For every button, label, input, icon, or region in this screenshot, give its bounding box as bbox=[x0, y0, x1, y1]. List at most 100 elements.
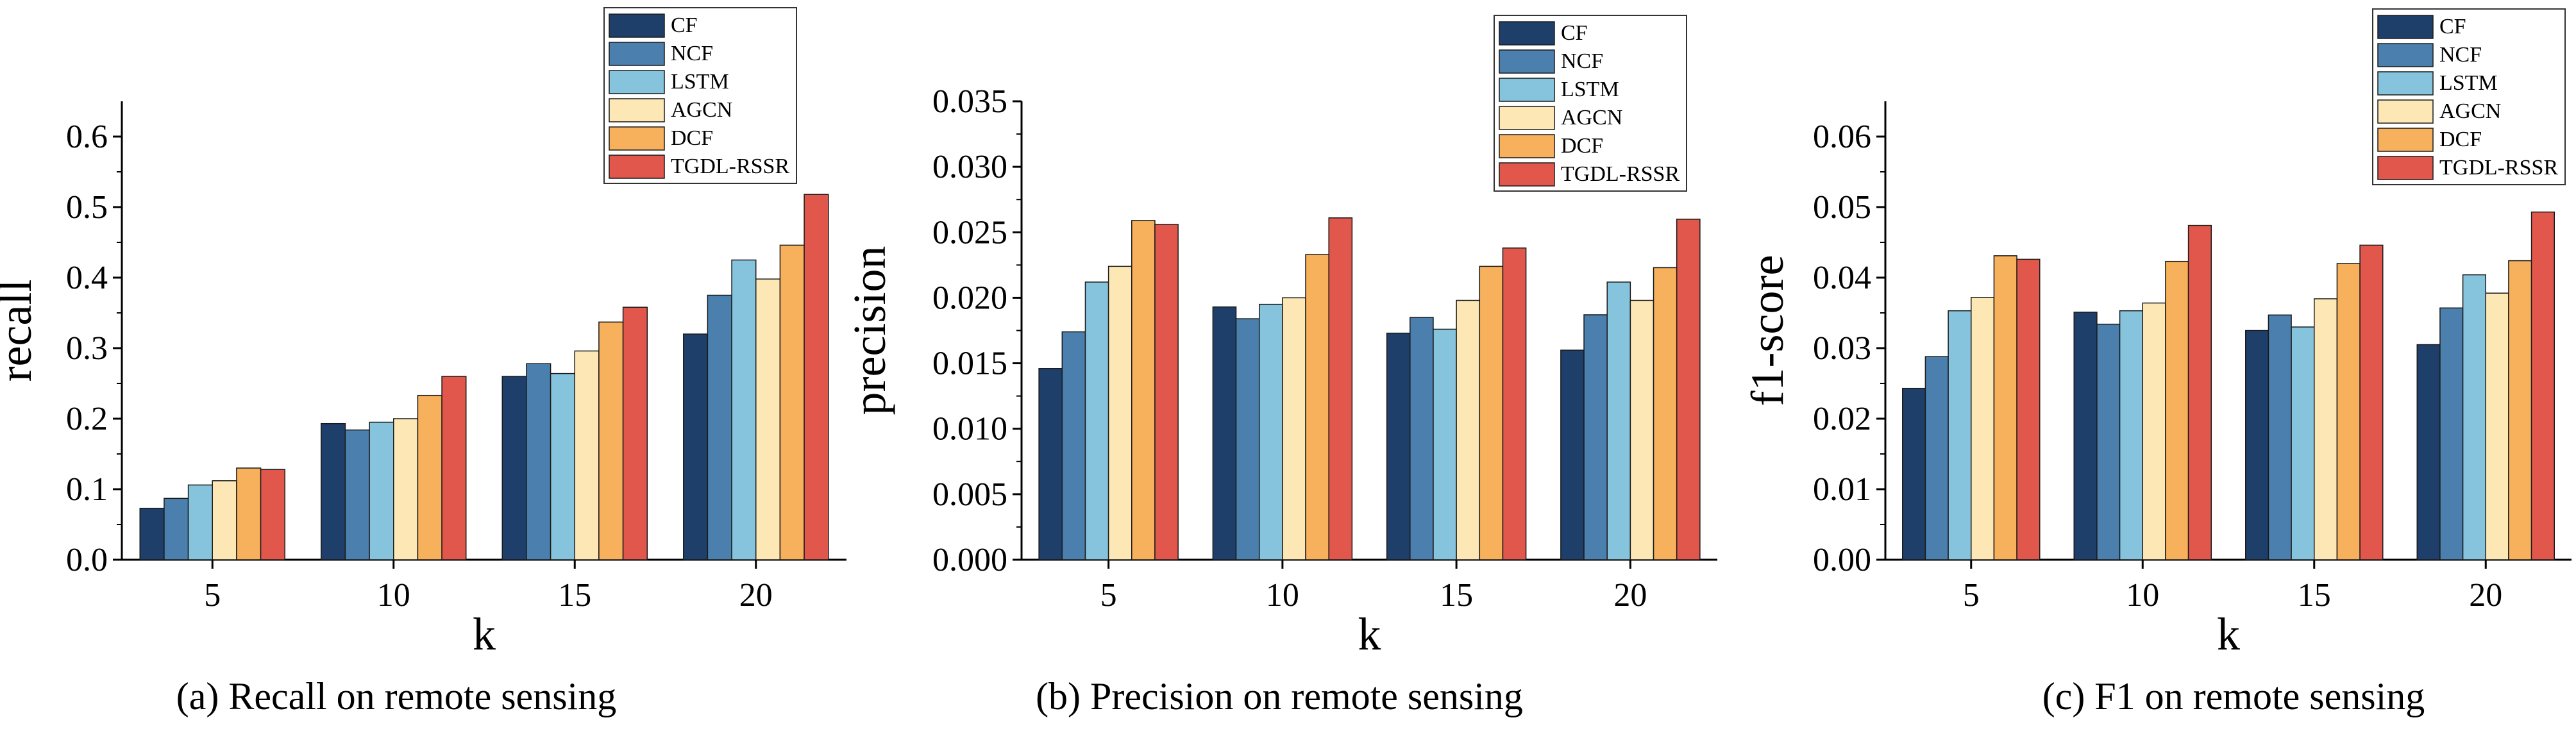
bar-tgdl-rssr-k20 bbox=[804, 194, 829, 560]
legend-swatch-dcf bbox=[609, 126, 665, 151]
panel-caption: (a) Recall on remote sensing bbox=[176, 675, 616, 717]
panel-caption: (c) F1 on remote sensing bbox=[2042, 675, 2425, 717]
bar-agcn-k10 bbox=[393, 418, 419, 560]
x-tick-label: 20 bbox=[1613, 577, 1647, 614]
bar-lstm-k15 bbox=[550, 373, 575, 560]
y-tick-label: 0.015 bbox=[932, 346, 1007, 382]
legend-label: CF bbox=[2439, 15, 2466, 38]
legend-swatch-ncf bbox=[2377, 43, 2434, 67]
panel-recall: 0.0 0.1 0.2 0.3 0.4 0.5 0.6 5 10 15 20 k recall (a) R… bbox=[0, 7, 846, 717]
y-tick-label: 0.1 bbox=[66, 471, 108, 508]
y-tick-label: 0.6 bbox=[66, 119, 108, 155]
bar-ncf-k15 bbox=[1410, 317, 1434, 560]
bar-tgdl-rssr-k20 bbox=[1676, 219, 1701, 560]
bar-ncf-k5 bbox=[1924, 356, 1949, 560]
y-axis-title: f1-score bbox=[1742, 255, 1793, 406]
bar-lstm-k15 bbox=[2291, 326, 2315, 560]
legend-label: TGDL-RSSR bbox=[2439, 156, 2558, 180]
bar-cf-k15 bbox=[2245, 330, 2269, 560]
legend-label: TGDL-RSSR bbox=[671, 155, 789, 178]
bar-agcn-k5 bbox=[212, 480, 237, 560]
y-tick-label: 0.020 bbox=[932, 280, 1007, 316]
bar-cf-k20 bbox=[683, 333, 709, 560]
x-tick-label: 15 bbox=[2298, 577, 2331, 614]
x-tick-label: 10 bbox=[2126, 577, 2159, 614]
bar-ncf-k10 bbox=[344, 429, 370, 560]
y-tick-label: 0.3 bbox=[66, 330, 108, 367]
legend-swatch-cf bbox=[1499, 21, 1555, 46]
legend-label: NCF bbox=[2439, 43, 2482, 67]
bar-dcf-k15 bbox=[2336, 263, 2361, 560]
bar-lstm-k10 bbox=[2119, 310, 2143, 560]
bar-dcf-k5 bbox=[236, 467, 262, 560]
panel-precision: 0.000 0.005 0.010 0.015 0.020 0.025 0.030 0.035… bbox=[844, 15, 1717, 717]
legend-swatch-agcn bbox=[1499, 106, 1555, 130]
legend-swatch-tgdl-rssr bbox=[1499, 162, 1555, 187]
x-axis-title: k bbox=[2217, 608, 2240, 660]
bar-ncf-k15 bbox=[526, 363, 551, 560]
legend: CF NCF LSTM AGCN DCF TGDL-RSSR bbox=[1494, 15, 1687, 192]
legend-label: LSTM bbox=[671, 70, 729, 94]
legend-label: AGCN bbox=[1561, 106, 1622, 130]
legend-label: CF bbox=[1561, 21, 1588, 45]
bar-ncf-k20 bbox=[1583, 314, 1608, 560]
bar-cf-k5 bbox=[1038, 367, 1063, 560]
x-axis-title: k bbox=[1358, 608, 1381, 660]
legend-swatch-lstm bbox=[1499, 78, 1555, 102]
legend-label: TGDL-RSSR bbox=[1561, 162, 1679, 186]
bar-dcf-k20 bbox=[2508, 260, 2532, 560]
legend-label: CF bbox=[671, 13, 698, 37]
y-tick-label: 0.04 bbox=[1813, 260, 1871, 296]
bar-dcf-k10 bbox=[2165, 260, 2189, 560]
legend-swatch-agcn bbox=[609, 98, 665, 122]
legend-swatch-lstm bbox=[2377, 71, 2434, 96]
bar-dcf-k5 bbox=[1993, 255, 2017, 560]
bar-lstm-k5 bbox=[1948, 310, 1972, 560]
legend-swatch-ncf bbox=[1499, 49, 1555, 74]
bar-cf-k20 bbox=[1560, 349, 1585, 560]
bar-agcn-k20 bbox=[2485, 292, 2509, 560]
y-tick-label: 0.06 bbox=[1813, 119, 1871, 155]
y-tick-label: 0.2 bbox=[66, 401, 108, 437]
bar-dcf-k20 bbox=[1653, 267, 1678, 560]
bar-agcn-k20 bbox=[1629, 299, 1654, 560]
x-tick-label: 5 bbox=[1963, 577, 1980, 614]
legend-swatch-tgdl-rssr bbox=[609, 155, 665, 179]
y-axis-title: recall bbox=[0, 280, 41, 382]
bar-dcf-k10 bbox=[1305, 254, 1329, 560]
legend-label: NCF bbox=[1561, 49, 1603, 73]
bar-cf-k10 bbox=[2073, 312, 2098, 560]
bar-cf-k5 bbox=[139, 507, 165, 560]
bar-dcf-k15 bbox=[1479, 265, 1504, 560]
legend-swatch-ncf bbox=[609, 42, 665, 66]
x-tick-label: 5 bbox=[1100, 577, 1117, 614]
bar-tgdl-rssr-k15 bbox=[622, 306, 648, 560]
y-tick-label: 0.035 bbox=[932, 83, 1007, 120]
x-tick-label: 20 bbox=[2469, 577, 2502, 614]
legend-label: LSTM bbox=[1561, 78, 1619, 101]
bar-ncf-k20 bbox=[2439, 307, 2464, 560]
bar-cf-k10 bbox=[1212, 306, 1237, 560]
legend-swatch-cf bbox=[2377, 15, 2434, 39]
legend-frame bbox=[603, 7, 797, 184]
legend-swatch-cf bbox=[609, 13, 665, 38]
legend-label: DCF bbox=[1561, 134, 1603, 158]
panel-caption: (b) Precision on remote sensing bbox=[1036, 675, 1523, 717]
legend: CF NCF LSTM AGCN DCF TGDL-RSSR bbox=[603, 7, 797, 184]
bar-cf-k15 bbox=[501, 376, 527, 560]
legend-label: AGCN bbox=[671, 98, 732, 122]
bar-dcf-k10 bbox=[417, 394, 442, 560]
bar-dcf-k5 bbox=[1131, 220, 1156, 560]
bar-ncf-k5 bbox=[164, 498, 189, 560]
bar-tgdl-rssr-k10 bbox=[441, 376, 467, 560]
y-axis-title: precision bbox=[844, 246, 895, 415]
bar-dcf-k20 bbox=[779, 244, 805, 560]
y-tick-label: 0.05 bbox=[1813, 189, 1871, 226]
bar-tgdl-rssr-k10 bbox=[1328, 217, 1353, 560]
bar-agcn-k10 bbox=[1282, 297, 1306, 560]
legend-label: AGCN bbox=[2439, 99, 2501, 123]
bar-agcn-k15 bbox=[574, 350, 600, 560]
bar-ncf-k15 bbox=[2268, 314, 2292, 560]
x-tick-label: 10 bbox=[1266, 577, 1299, 614]
bar-tgdl-rssr-k20 bbox=[2530, 211, 2555, 560]
